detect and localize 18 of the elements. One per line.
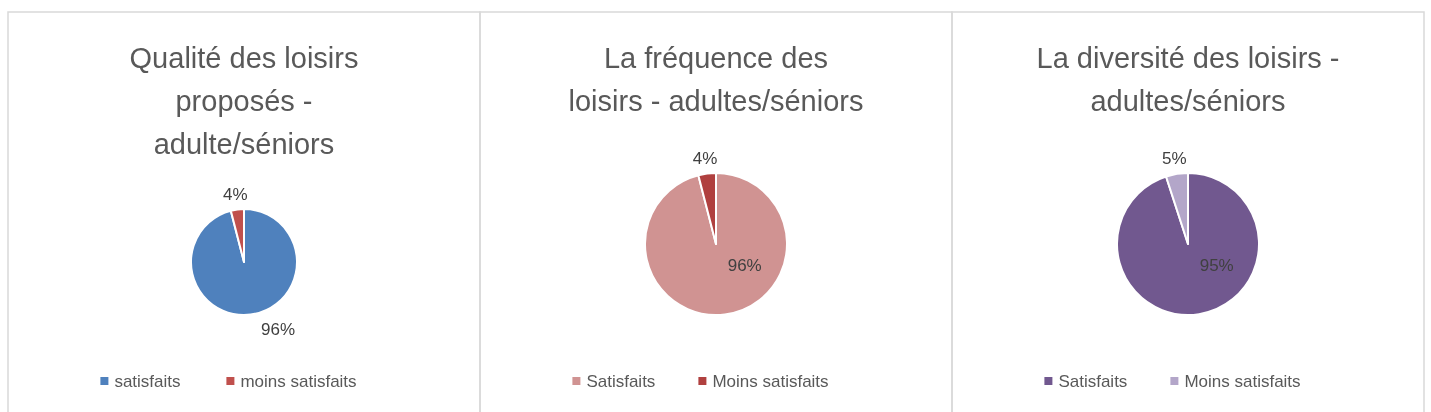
pie-slice	[644, 172, 788, 316]
data-label: 4%	[692, 148, 718, 168]
legend-label: Moins satisfaits	[712, 372, 829, 391]
legend-label: moins satisfaits	[240, 372, 357, 391]
data-label: 4%	[223, 184, 248, 204]
pie-slice	[1116, 172, 1260, 316]
chart-title: La fréquence des loisirs - adultes/séniors	[568, 42, 864, 117]
legend-label: Satisfaits	[1058, 372, 1128, 391]
pie-slice	[190, 208, 298, 316]
legend-label: satisfaits	[114, 372, 181, 391]
legend-label: Satisfaits	[586, 372, 656, 391]
data-label: 96%	[727, 255, 762, 275]
chart-title: La diversité des loisirs - adultes/séniors	[1036, 42, 1340, 117]
data-label: 95%	[1199, 255, 1234, 275]
chart-title: Qualité des loisirs proposés - adulte/séniors	[129, 42, 359, 160]
data-label: 5%	[1162, 149, 1187, 169]
data-label: 96%	[261, 319, 296, 339]
legend-label: Moins satisfaits	[1184, 372, 1301, 391]
